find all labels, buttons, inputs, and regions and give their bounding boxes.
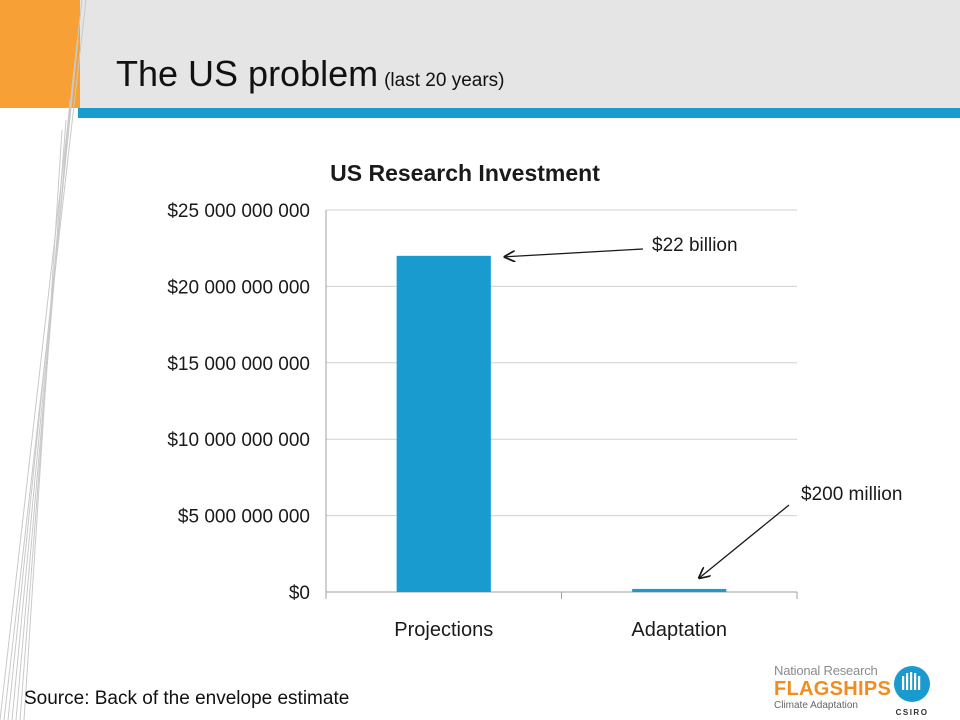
logo-line2: FLAGSHIPS xyxy=(774,678,892,700)
csiro-seal-icon: CSIRO xyxy=(894,666,930,717)
orange-accent-block xyxy=(0,0,80,108)
annotation-label: $22 billion xyxy=(652,235,738,256)
logo-line3: Climate Adaptation xyxy=(774,700,858,711)
y-tick-label: $5 000 000 000 xyxy=(178,507,310,528)
x-tick-label: Adaptation xyxy=(631,619,727,641)
chart-title: US Research Investment xyxy=(330,160,600,186)
bar-adaptation xyxy=(632,588,727,592)
slide-title-text: The US problem xyxy=(116,53,379,94)
decorative-lines xyxy=(0,0,87,720)
bar-projections xyxy=(396,255,491,592)
y-tick-label: $20 000 000 000 xyxy=(167,277,310,298)
y-tick-label: $0 xyxy=(289,583,310,604)
title-underline-bar xyxy=(78,108,960,118)
annotation-label: $200 million xyxy=(801,484,902,505)
y-tick-label: $15 000 000 000 xyxy=(167,354,310,375)
slide-title: The US problem (last 20 years) xyxy=(116,56,504,92)
y-tick-label: $10 000 000 000 xyxy=(167,430,310,451)
annotation-arrow xyxy=(699,504,790,578)
slide-subtitle: (last 20 years) xyxy=(384,70,505,91)
logo-org-text: CSIRO xyxy=(896,708,929,717)
logo-line1: National Research xyxy=(774,663,878,678)
logo-wordmark: National Research FLAGSHIPS Climate Adap… xyxy=(774,663,892,711)
header-band xyxy=(0,0,960,108)
annotation-arrow xyxy=(505,248,644,257)
x-tick-label: Projections xyxy=(394,619,493,641)
source-note: Source: Back of the envelope estimate xyxy=(24,688,350,709)
flagships-logo: National Research FLAGSHIPS Climate Adap… xyxy=(774,664,954,718)
y-tick-label: $25 000 000 000 xyxy=(167,201,310,222)
